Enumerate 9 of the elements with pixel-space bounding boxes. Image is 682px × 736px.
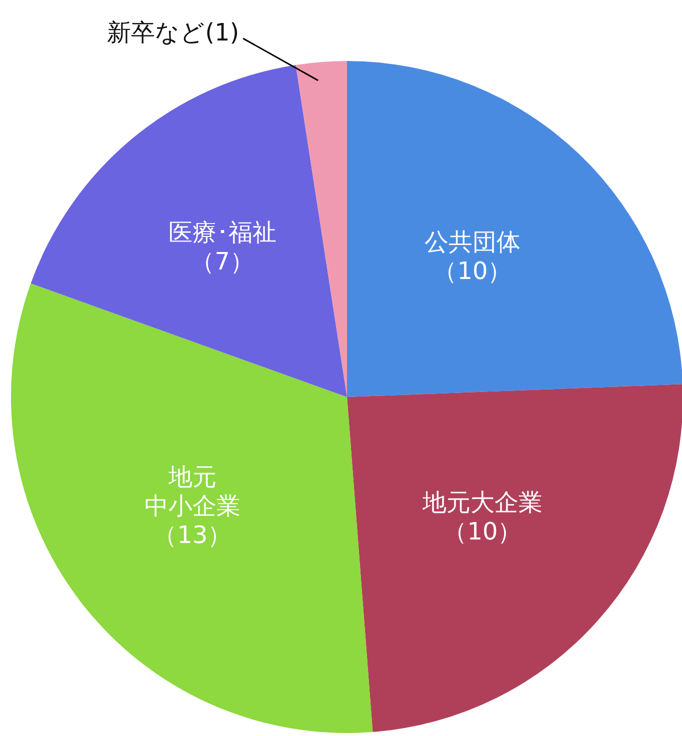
data-label: （13） [153, 521, 232, 550]
slice-label: 地元大企業 [421, 488, 542, 517]
data-label: （7） [190, 247, 254, 276]
data-label: （10） [443, 518, 522, 546]
data-label: （10） [433, 256, 512, 285]
slice-label: 新卒など(1) [107, 18, 240, 46]
slice-label: 公共団体 [424, 228, 520, 256]
slice-label: 地元中小企業 [144, 463, 240, 520]
slice-label: 医療･福祉 [168, 218, 276, 246]
